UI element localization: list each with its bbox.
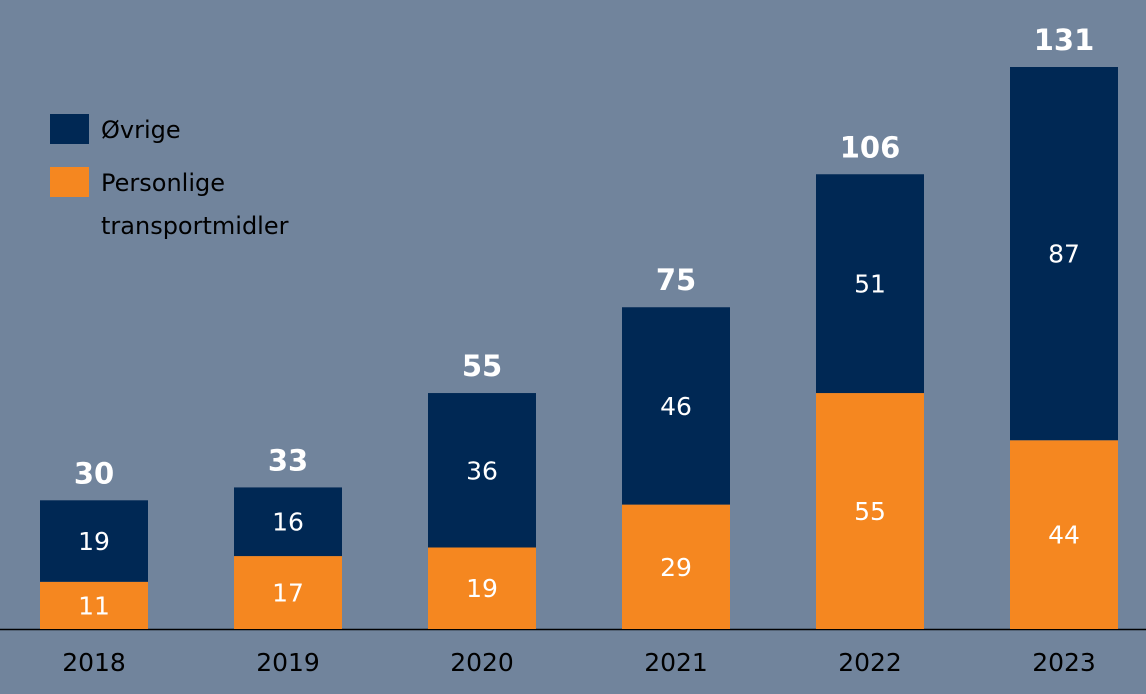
x-axis-ticks: 2018 2019 2020 2021 2022 2023: [62, 648, 1096, 677]
data-label-personlige-2019: 17: [272, 579, 304, 608]
bar-segment-personlige-2019: [234, 556, 342, 629]
bar-segment-ovrige-2023: [1010, 67, 1118, 441]
data-label-ovrige-2023: 87: [1048, 240, 1080, 269]
total-label-2020: 55: [462, 349, 502, 383]
x-tick-label-2022: 2022: [838, 648, 902, 677]
bar-segment-personlige-2020: [428, 547, 536, 629]
data-label-ovrige-2022: 51: [854, 270, 886, 299]
data-label-ovrige-2020: 36: [466, 456, 498, 485]
bar-segment-personlige-2023: [1010, 440, 1118, 629]
legend-label-personlige-line2: transportmidler: [101, 212, 289, 240]
data-label-personlige-2018: 11: [78, 591, 110, 620]
bar-segment-ovrige-2022: [816, 174, 924, 394]
total-label-2022: 106: [840, 130, 901, 164]
bar-segment-ovrige-2021: [622, 307, 730, 505]
data-label-personlige-2021: 29: [660, 553, 692, 582]
x-tick-label-2019: 2019: [256, 648, 320, 677]
data-label-ovrige-2019: 16: [272, 508, 304, 537]
total-label-2023: 131: [1034, 23, 1095, 57]
total-label-2019: 33: [268, 443, 308, 477]
total-label-2018: 30: [74, 456, 114, 490]
legend: Øvrige Personlige transportmidler: [50, 114, 289, 240]
total-label-2021: 75: [656, 263, 696, 297]
bar-segment-ovrige-2020: [428, 393, 536, 548]
legend-swatch-personlige: [50, 167, 89, 197]
bar-segment-ovrige-2019: [234, 487, 342, 557]
x-tick-label-2021: 2021: [644, 648, 708, 677]
legend-label-personlige-line1: Personlige: [101, 169, 225, 197]
legend-label-ovrige: Øvrige: [101, 116, 181, 144]
data-label-ovrige-2021: 46: [660, 392, 692, 421]
bar-segment-personlige-2018: [40, 581, 148, 629]
bar-segment-personlige-2021: [622, 504, 730, 629]
x-tick-label-2018: 2018: [62, 648, 126, 677]
bar-segment-ovrige-2018: [40, 500, 148, 582]
bar-segment-personlige-2022: [816, 393, 924, 629]
data-label-personlige-2023: 44: [1048, 521, 1080, 550]
x-tick-label-2023: 2023: [1032, 648, 1096, 677]
data-label-ovrige-2018: 19: [78, 527, 110, 556]
data-label-personlige-2020: 19: [466, 574, 498, 603]
bars-group: 11 19 30 17 16 33 19 36 55 29 46 75 55 51 106 44 87 131: [40, 23, 1118, 629]
x-tick-label-2020: 2020: [450, 648, 514, 677]
legend-swatch-ovrige: [50, 114, 89, 144]
data-label-personlige-2022: 55: [854, 497, 886, 526]
